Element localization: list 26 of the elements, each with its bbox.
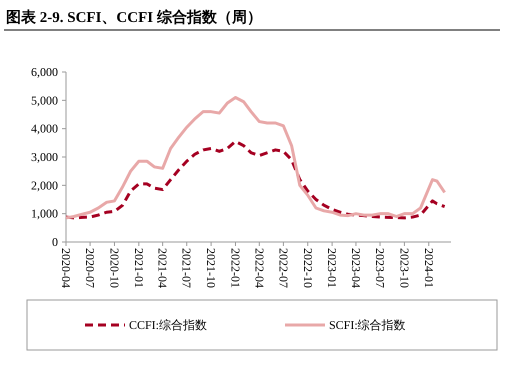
y-tick-label: 3,000: [31, 150, 58, 164]
x-tick-label: 2020-07: [83, 248, 98, 288]
x-tick-label: 2022-01: [228, 248, 242, 288]
y-tick-label: 4,000: [31, 122, 58, 136]
x-tick-label: 2023-07: [373, 248, 388, 288]
x-tick-label: 2021-07: [180, 248, 194, 288]
y-tick-label: 2,000: [31, 178, 58, 192]
chart-title: 图表 2-9. SCFI、CCFI 综合指数（周）: [6, 9, 262, 26]
y-tick-label: 0: [52, 235, 58, 249]
x-tick-label: 2023-01: [325, 248, 340, 288]
x-tick-label: 2024-01: [422, 248, 436, 288]
x-tick-label: 2021-10: [204, 248, 218, 288]
x-tick-label: 2023-10: [397, 248, 412, 288]
y-tick-label: 1,000: [31, 206, 58, 221]
legend-label: SCFI:综合指数: [329, 318, 406, 332]
x-tick-label: 2021-01: [132, 248, 146, 288]
x-tick-label: 2020-10: [107, 248, 122, 288]
x-tick-label: 2021-04: [156, 248, 170, 288]
y-tick-label: 5,000: [31, 93, 58, 108]
x-tick-label: 2022-10: [300, 248, 315, 288]
x-tick-label: 2020-04: [59, 248, 73, 288]
x-tick-label: 2022-07: [276, 248, 290, 288]
x-tick-label: 2022-04: [252, 248, 266, 288]
x-tick-label: 2023-04: [348, 248, 363, 288]
y-tick-label: 6,000: [31, 65, 58, 79]
legend-label: CCFI:综合指数: [129, 318, 208, 332]
